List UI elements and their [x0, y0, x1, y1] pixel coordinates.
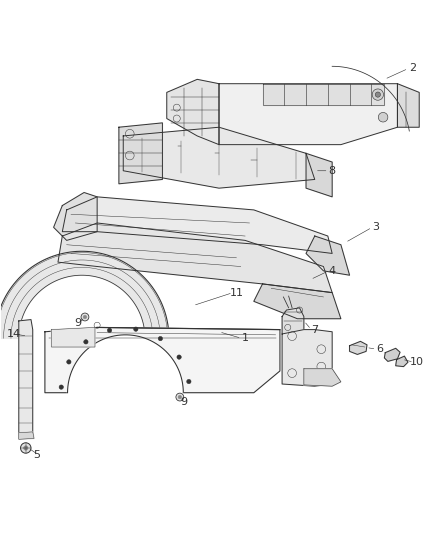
Polygon shape [19, 320, 33, 439]
Polygon shape [282, 329, 332, 386]
Polygon shape [262, 84, 385, 106]
Circle shape [81, 313, 89, 321]
Circle shape [21, 443, 31, 453]
Circle shape [83, 315, 87, 319]
Text: 8: 8 [328, 166, 336, 176]
Text: 11: 11 [230, 288, 244, 297]
Circle shape [378, 112, 388, 122]
Text: 5: 5 [34, 449, 41, 459]
Circle shape [84, 340, 88, 344]
Text: 10: 10 [410, 357, 424, 367]
Polygon shape [123, 127, 315, 188]
Text: 7: 7 [311, 325, 318, 335]
Polygon shape [304, 369, 341, 386]
Polygon shape [62, 197, 332, 254]
Circle shape [134, 327, 138, 332]
Polygon shape [119, 123, 162, 184]
Text: 1: 1 [242, 333, 249, 343]
Text: 3: 3 [372, 222, 379, 232]
Circle shape [187, 379, 191, 384]
Text: 14: 14 [7, 329, 21, 339]
Polygon shape [254, 284, 341, 319]
Polygon shape [306, 154, 332, 197]
Text: 9: 9 [180, 397, 188, 407]
Text: 6: 6 [377, 344, 384, 354]
Polygon shape [19, 432, 34, 439]
Circle shape [375, 92, 381, 97]
Polygon shape [45, 327, 280, 393]
Polygon shape [282, 308, 304, 336]
Circle shape [177, 355, 181, 359]
Polygon shape [385, 349, 400, 361]
Circle shape [158, 336, 162, 341]
Polygon shape [167, 79, 219, 144]
Text: 9: 9 [74, 318, 81, 328]
Text: 2: 2 [409, 63, 416, 74]
Polygon shape [51, 327, 95, 347]
Circle shape [372, 89, 384, 100]
Polygon shape [396, 356, 408, 367]
Polygon shape [397, 84, 419, 127]
Circle shape [107, 328, 112, 333]
Circle shape [24, 446, 28, 450]
Polygon shape [219, 84, 397, 144]
Polygon shape [58, 223, 332, 293]
Polygon shape [306, 236, 350, 275]
Polygon shape [0, 251, 169, 338]
Circle shape [67, 360, 71, 364]
Polygon shape [53, 192, 97, 240]
Polygon shape [67, 335, 184, 449]
Circle shape [59, 385, 64, 389]
Text: 4: 4 [328, 266, 336, 276]
Circle shape [178, 395, 182, 399]
Polygon shape [145, 338, 176, 391]
Circle shape [176, 393, 184, 401]
Polygon shape [350, 341, 367, 354]
